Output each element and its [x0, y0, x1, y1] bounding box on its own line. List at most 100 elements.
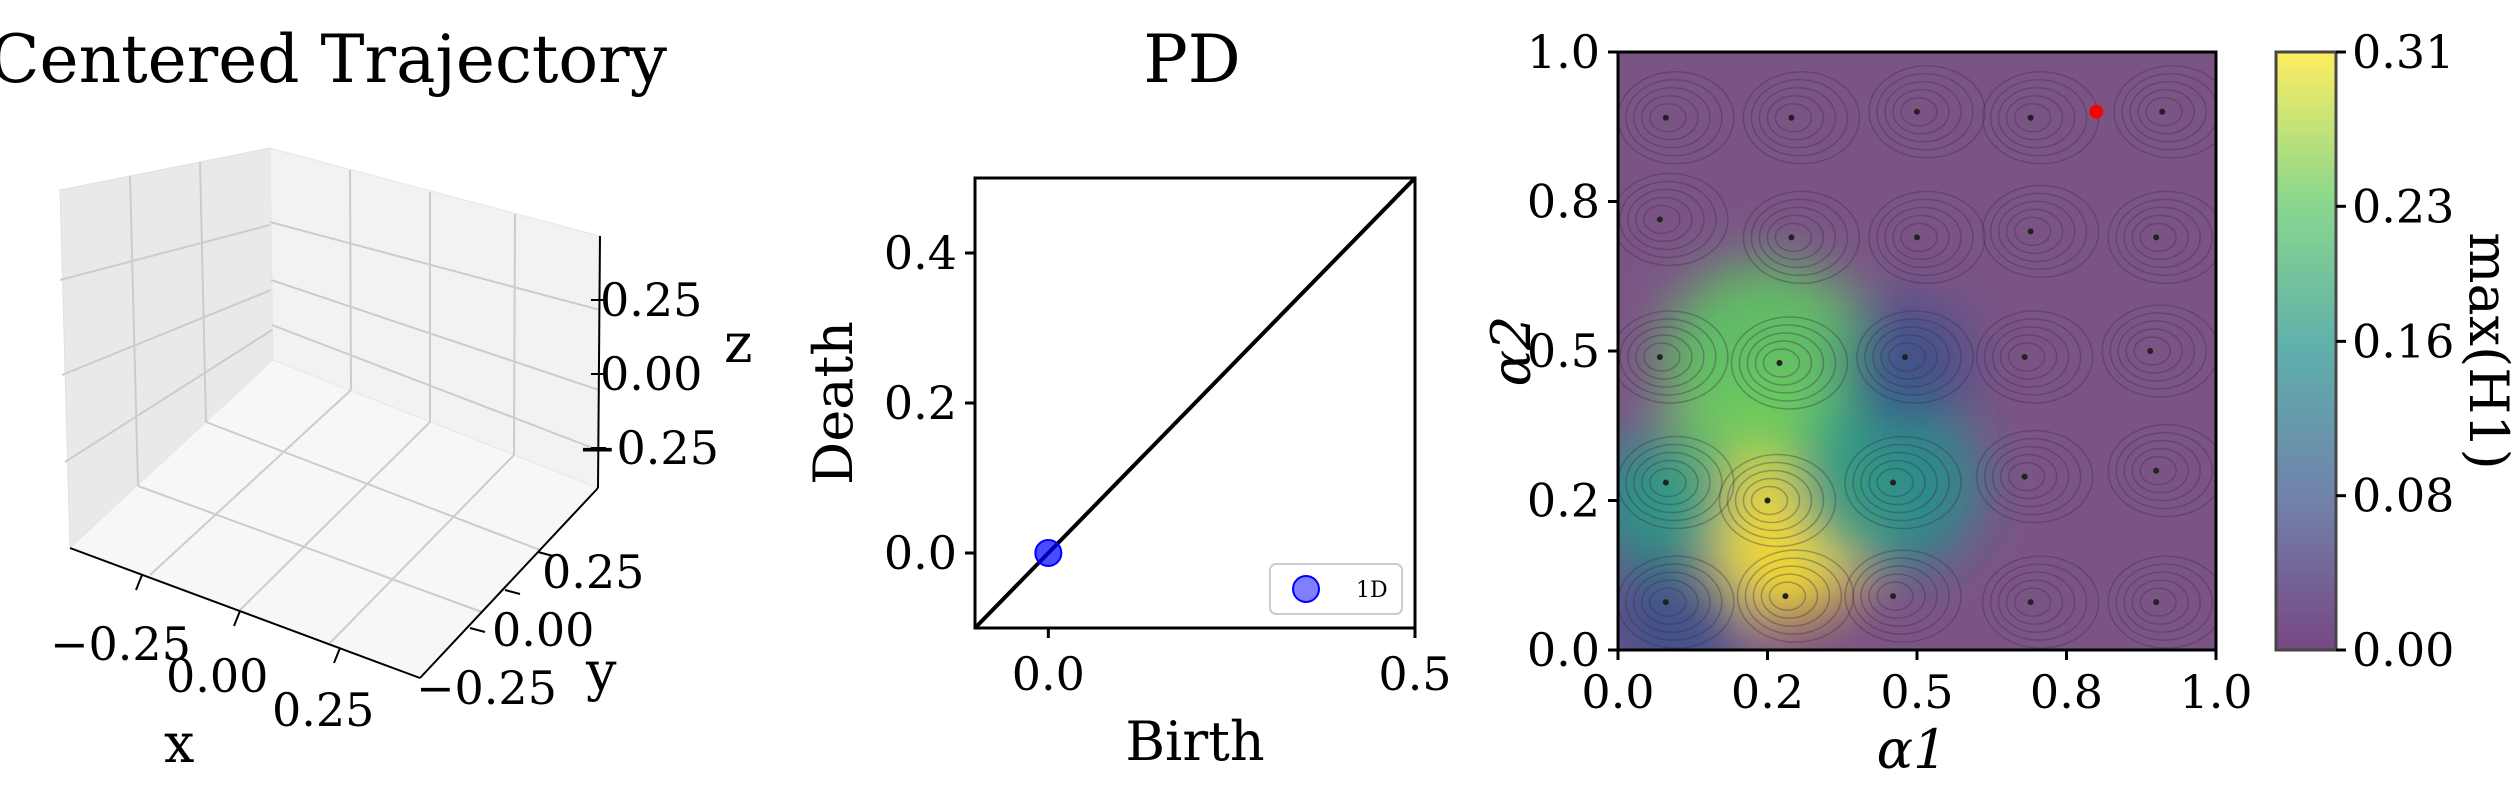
- contour-ring: [2117, 320, 2195, 382]
- contour-ring: [1868, 190, 1986, 285]
- contour-center-dot: [2153, 234, 2160, 241]
- contour-center-dot: [2153, 599, 2160, 606]
- contour-cluster-20: [1618, 555, 1735, 649]
- contour-ring: [2005, 208, 2064, 255]
- heat-ytick-label-4: 1.0: [1527, 25, 1600, 79]
- contour-ring: [1868, 65, 1986, 159]
- contour-center-dot: [1788, 114, 1795, 121]
- contour-ring: [1649, 103, 1687, 133]
- contour-ring: [1884, 206, 1962, 269]
- contour-ring: [1635, 196, 1693, 243]
- x-ticks: [135, 574, 341, 664]
- contour-ring: [1649, 587, 1687, 617]
- contour-ring: [2013, 103, 2052, 133]
- pd-y-label: Death: [802, 321, 865, 485]
- heat-blob-4: [1618, 554, 1747, 650]
- heat-xtick-label-4: 1.0: [2179, 665, 2252, 719]
- contour-center-dot: [1914, 234, 1920, 241]
- contour-ring: [1762, 348, 1801, 378]
- contour-ring: [1633, 571, 1711, 633]
- contour-ring: [1726, 461, 1825, 540]
- contour-ring: [1872, 326, 1950, 388]
- contour-ring: [1989, 192, 2088, 271]
- pd-ytick-label-2: 0.4: [884, 226, 957, 280]
- heat-ytick-label-2: 0.5: [1527, 324, 1600, 378]
- pd-point-0: [1034, 539, 1063, 567]
- contour-ring: [1981, 184, 2100, 279]
- contour-ring: [1844, 435, 1962, 530]
- heat-xtick-label-3: 0.8: [2030, 665, 2103, 719]
- contour-ring: [2121, 73, 2216, 151]
- heat-x-label: α1: [1877, 718, 1948, 781]
- z-tick-0: 0.25: [600, 273, 702, 327]
- contour-center-dot: [2027, 114, 2034, 121]
- contour-ring: [2129, 81, 2207, 143]
- contour-ring: [1888, 342, 1926, 372]
- contour-ring: [1649, 467, 1687, 498]
- contour-center-dot: [2021, 353, 2028, 360]
- contour-ring: [1997, 571, 2076, 633]
- pd-xtick-label-1: 0.5: [1378, 647, 1451, 701]
- contour-center-dot: [2159, 108, 2166, 115]
- contour-ring: [1754, 340, 1813, 386]
- heat-xtick-label-2: 0.5: [1880, 665, 1953, 719]
- contour-ring: [2101, 304, 2216, 398]
- contour-ring: [1619, 318, 1717, 396]
- legend-label-1d: 1D: [1356, 578, 1388, 603]
- contour-ring: [1758, 206, 1837, 269]
- contour-center-dot: [1662, 599, 1669, 606]
- colorbar-tick-label-1: 0.08: [2352, 469, 2454, 523]
- contour-ring: [1618, 71, 1735, 165]
- contour-ring: [1619, 180, 1717, 259]
- grid-3d: [59, 161, 601, 644]
- heat-ytick-label-1: 0.2: [1527, 474, 1600, 528]
- contour-cluster-3: [1981, 71, 2100, 165]
- contour-ring: [1991, 445, 2070, 508]
- z-tick-1: 0.00: [600, 347, 702, 401]
- contour-center-dot: [1656, 353, 1663, 360]
- contour-ring: [1618, 555, 1735, 649]
- contour-ring: [2139, 455, 2177, 486]
- contour-ring: [1766, 214, 1825, 261]
- contour-ring: [1758, 87, 1837, 149]
- contour-ring: [1625, 563, 1723, 641]
- contour-ring: [1627, 326, 1705, 388]
- x-axis-line: [69, 547, 421, 679]
- colorbar-tick-label-0: 0.00: [2352, 623, 2454, 677]
- contour-cluster-1: [1742, 71, 1861, 165]
- contour-ring: [2007, 461, 2046, 492]
- contour-ring: [1991, 326, 2070, 388]
- colorbar-label: max(H1): [2457, 232, 2513, 469]
- contour-cluster-12: [1856, 310, 1974, 404]
- contour-ring: [2123, 439, 2201, 502]
- contour-ring: [1999, 334, 2058, 380]
- contour-ring: [2109, 312, 2207, 390]
- heat-blob-1: [1660, 261, 1875, 465]
- heat-xtick-label-1: 0.2: [1731, 665, 1804, 719]
- contour-center-dot: [2153, 467, 2160, 474]
- contour-cluster-8: [1981, 184, 2100, 279]
- contour-center-dot: [2027, 599, 2034, 606]
- contour-ring: [1999, 453, 2058, 500]
- contour-ring: [1876, 73, 1974, 151]
- contour-ring: [1876, 581, 1914, 611]
- contour-ring: [1868, 573, 1926, 619]
- contour-cluster-24: [2107, 555, 2216, 649]
- contour-cluster-11: [1730, 316, 1849, 410]
- panel-3d-trajectory: Centered Trajectory 0.25 0.00 −0.25 z −0…: [0, 21, 752, 775]
- contour-ring: [1641, 95, 1699, 141]
- contour-ring: [1852, 557, 1950, 635]
- contour-cluster-6: [1742, 190, 1861, 285]
- contour-ring: [1633, 451, 1711, 514]
- contour-cluster-5: [1618, 172, 1729, 267]
- pd-legend: 1D: [1269, 563, 1403, 615]
- contour-ring: [2123, 206, 2201, 269]
- x-tick-2: 0.25: [272, 683, 374, 737]
- contour-ring: [1868, 459, 1926, 506]
- contour-ring: [1718, 453, 1837, 548]
- contour-ring: [1856, 310, 1974, 404]
- contour-ring: [2013, 587, 2052, 617]
- contour-ring: [2005, 95, 2064, 141]
- contour-ring: [1730, 316, 1849, 410]
